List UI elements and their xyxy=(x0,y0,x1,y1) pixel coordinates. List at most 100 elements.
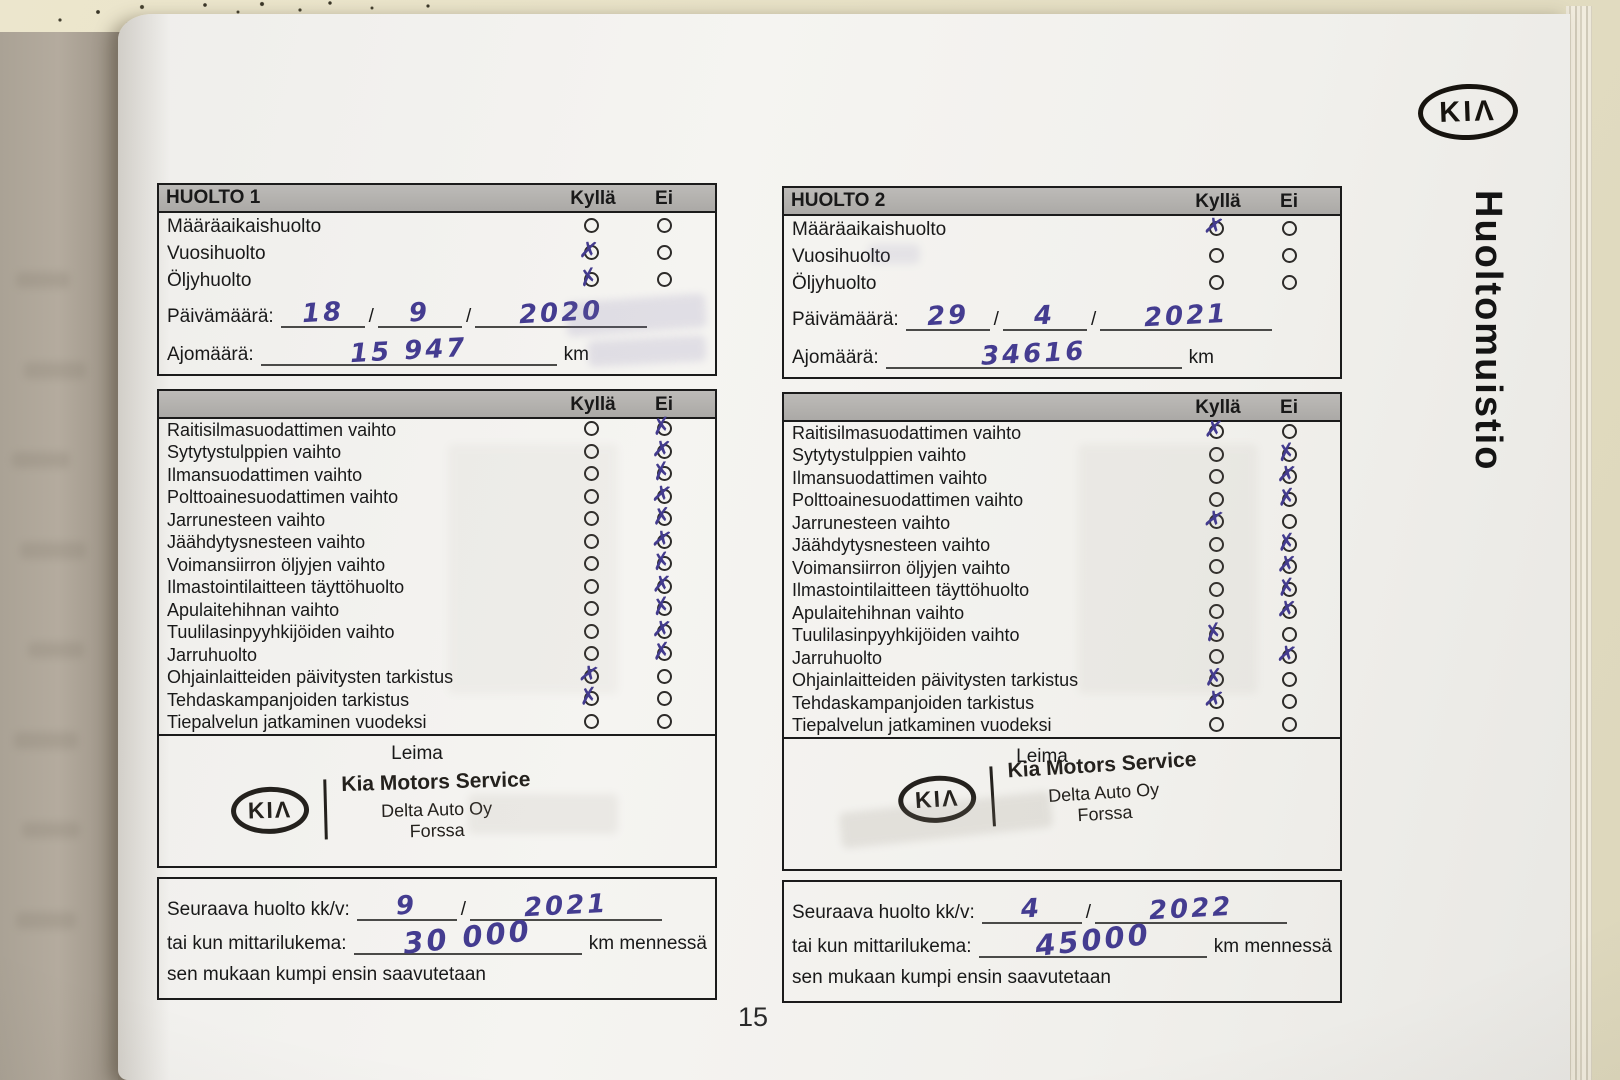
checkbox-circle-kylla xyxy=(584,244,599,260)
handwritten-year: 2021 xyxy=(1143,298,1230,334)
check-row: Jarruhuolto ✗ xyxy=(159,638,715,667)
bleed-through-smudge xyxy=(22,822,80,838)
check-row: Raitisilmasuodattimen vaihto ✗ xyxy=(159,413,715,442)
check-item-label: Öljyhuolto xyxy=(792,272,877,294)
form-title: HUOLTO 2 xyxy=(791,190,886,211)
bleed-through-smudge xyxy=(20,542,86,559)
check-item-label: Tehdaskampanjoiden tarkistus xyxy=(167,689,410,710)
bleed-through-smudge xyxy=(16,912,76,929)
service-summary-box: HUOLTO 1 Kyllä Ei Määräaikaishuolto Vuosihuo… xyxy=(157,183,717,376)
pen-mark: ✗ xyxy=(1201,617,1227,648)
checkbox-circle-ei xyxy=(1282,274,1297,290)
bleed-through-smudge xyxy=(16,272,70,288)
checkbox-circle-kylla xyxy=(584,511,599,527)
check-row: Tiepalvelun jatkaminen vuodeksi xyxy=(159,712,715,735)
checkbox-circle-ei xyxy=(1282,536,1297,552)
check-row: Sytytystulppien vaihto ✗ xyxy=(784,438,1340,467)
check-row: Tuulilasinpyyhkijöiden vaihto ✗ xyxy=(159,616,715,645)
checkbox-circle-ei xyxy=(1282,671,1297,687)
bleed-through-smudge xyxy=(28,642,84,658)
check-item-label: Määräaikaishuolto xyxy=(167,215,322,237)
check-item-label: Tehdaskampanjoiden tarkistus xyxy=(792,692,1035,713)
checkbox-circle-kylla xyxy=(584,691,599,707)
check-row: Jarruhuolto ✗ xyxy=(784,641,1340,670)
check-row: Voimansiirron öljyjen vaihto ✗ xyxy=(159,548,715,577)
date-separator: / xyxy=(460,899,466,920)
check-row: Jäähdytysnesteen vaihto ✗ xyxy=(784,529,1340,558)
kia-logo-text: KIΛ xyxy=(1438,94,1498,129)
checkbox-circle-kylla xyxy=(584,466,599,482)
checkbox-circle-kylla xyxy=(1209,220,1224,236)
handwritten-next-year: 2022 xyxy=(1148,891,1234,927)
checkbox-circle-kylla xyxy=(584,533,599,549)
checkbox-circle-ei xyxy=(657,488,672,504)
check-item-label: Voimansiirron öljyjen vaihto xyxy=(167,554,386,575)
next-service-label: Seuraava huolto kk/v: xyxy=(167,899,350,920)
check-item-label: Öljyhuolto xyxy=(167,269,252,291)
check-item-label: Jäähdytysnesteen vaihto xyxy=(167,532,366,553)
checkbox-circle-ei xyxy=(657,601,672,617)
mileage-field: 15 947 xyxy=(260,333,557,369)
checkbox-circle-kylla xyxy=(584,713,599,729)
date-separator: / xyxy=(993,309,999,330)
checkbox-circle-ei xyxy=(657,466,672,482)
stamp-divider xyxy=(323,778,328,839)
next-service-date-line: Seuraava huolto kk/v: 4 / 2022 xyxy=(792,890,1332,926)
checkbox-circle-ei xyxy=(1282,581,1297,597)
mileage-field: 34616 xyxy=(885,336,1182,372)
next-mileage-line: tai kun mittarilukema: 45000 km mennessä xyxy=(792,917,1332,963)
checkbox-circle-ei xyxy=(1282,514,1297,530)
check-row: Tiepalvelun jatkaminen vuodeksi xyxy=(784,715,1340,738)
stamp-divider xyxy=(989,765,996,826)
checkbox-circle-kylla xyxy=(1209,671,1224,687)
check-item-label: Raitisilmasuodattimen vaihto xyxy=(792,422,1022,443)
checkbox-circle-kylla xyxy=(1209,649,1224,665)
check-item-label: Sytytystulppien vaihto xyxy=(167,442,342,463)
check-row: Sytytystulppien vaihto ✗ xyxy=(159,436,715,465)
checkbox-circle-kylla xyxy=(1209,559,1224,575)
kia-stamp-logo-text: KIΛ xyxy=(247,796,293,824)
check-item-label: Määräaikaishuolto xyxy=(792,218,947,240)
checkbox-circle-kylla xyxy=(584,668,599,684)
checkbox-circle-kylla xyxy=(1209,604,1224,620)
next-service-label: Seuraava huolto kk/v: xyxy=(792,902,975,923)
mileage-line: Ajomäärä: 34616 km xyxy=(784,336,1340,377)
pen-mark: ✗ xyxy=(1203,416,1225,444)
page-side-title: Huoltomuistio xyxy=(1467,190,1509,472)
next-year-field: 2022 xyxy=(1095,892,1287,926)
checkbox-circle-kylla xyxy=(1209,424,1224,440)
page-number: 15 xyxy=(738,1002,769,1032)
checklist-header-bar: Kyllä Ei xyxy=(159,391,715,419)
date-separator: / xyxy=(1090,309,1097,330)
handwritten-year: 2020 xyxy=(518,295,605,331)
pen-mark: ✗ xyxy=(1274,640,1299,670)
service-record-form-2: HUOLTO 2 Kyllä Ei Määräaikaishuolto ✗ Vuosihu… xyxy=(782,186,1342,1003)
checkbox-circle-kylla xyxy=(584,421,599,437)
check-item-label: Ohjainlaitteiden päivitysten tarkistus xyxy=(792,670,1079,691)
dealer-stamp: KIΛ Kia Motors Service Delta Auto Oy Forssa xyxy=(230,768,532,847)
checkbox-circle-ei xyxy=(1282,559,1297,575)
check-item-label: Tiepalvelun jatkaminen vuodeksi xyxy=(167,712,427,733)
handwritten-next-month: 9 xyxy=(395,890,419,922)
check-item-label: Ilmastointilaitteen täyttöhuolto xyxy=(167,577,405,598)
check-row: Jarrunesteen vaihto ✗ xyxy=(159,503,715,532)
check-item-label: Voimansiirron öljyjen vaihto xyxy=(792,557,1011,578)
next-year-field: 2021 xyxy=(470,889,662,923)
form-title: HUOLTO 1 xyxy=(166,187,261,208)
check-row: Tehdaskampanjoiden tarkistus ✗ xyxy=(159,683,715,712)
handwritten-day: 29 xyxy=(925,299,970,333)
check-row: Voimansiirron öljyjen vaihto ✗ xyxy=(784,551,1340,580)
checkbox-circle-ei xyxy=(1282,649,1297,665)
check-row: Ohjainlaitteiden päivitysten tarkistus ✗ xyxy=(159,660,715,690)
next-month-field: 9 xyxy=(356,890,457,922)
mileage-line: Ajomäärä: 15 947 km xyxy=(159,333,715,374)
form-header-bar: HUOLTO 2 Kyllä Ei xyxy=(784,188,1340,216)
check-item-label: Vuosihuolto xyxy=(167,242,266,264)
left-page-edge xyxy=(0,32,130,1080)
column-header-ei: Ei xyxy=(655,188,673,209)
checkbox-circle-ei xyxy=(657,578,672,594)
check-row: Apulaitehihnan vaihto ✗ xyxy=(784,596,1340,625)
checklist-box: Kyllä Ei Raitisilmasuodattimen vaihto ✗ Syty… xyxy=(782,392,1342,871)
check-row: Öljyhuolto xyxy=(784,270,1340,297)
checkbox-circle-kylla xyxy=(1209,626,1224,642)
